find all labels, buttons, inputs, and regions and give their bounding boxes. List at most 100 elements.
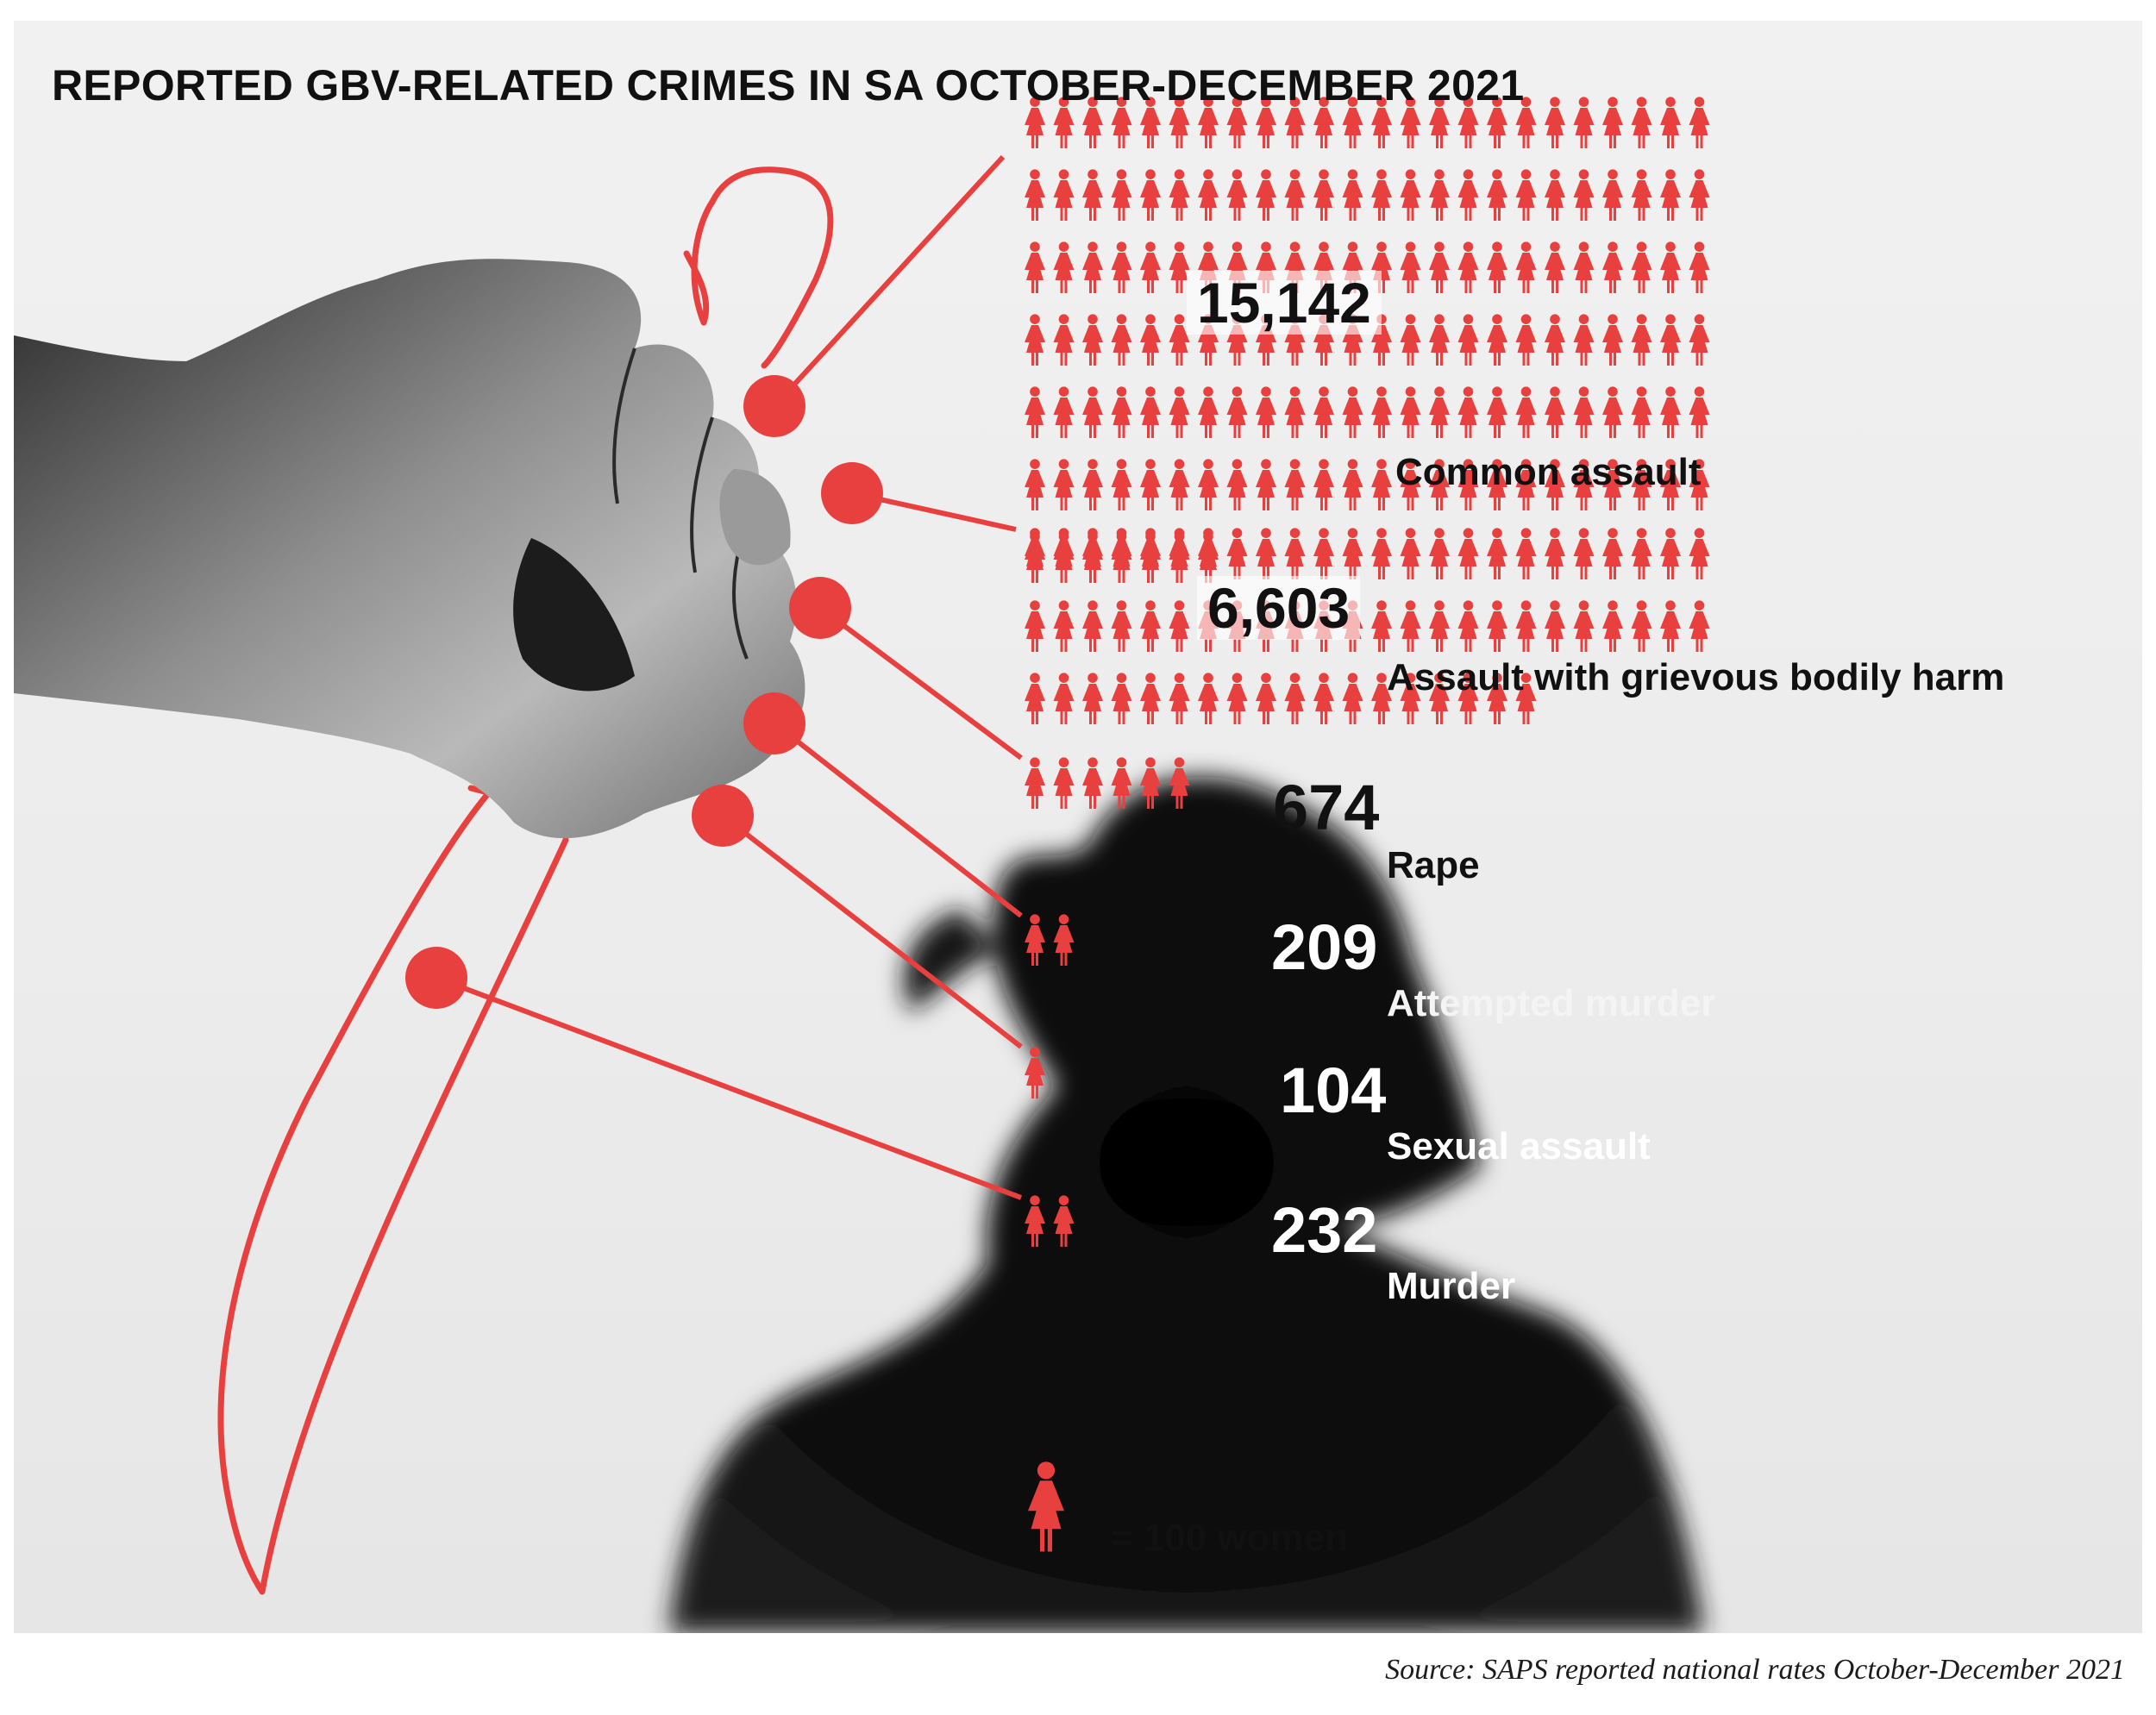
woman-icon-assault-with-grievous-bodily-harm-17 (1515, 528, 1537, 579)
woman-icon-common-assault-22 (1660, 97, 1681, 148)
woman-icon-assault-with-grievous-bodily-harm-11 (1342, 528, 1363, 579)
woman-icon-assault-with-grievous-bodily-harm-8 (1256, 528, 1276, 579)
woman-icon-common-assault-66 (1545, 241, 1565, 293)
woman-icon-common-assault-105 (1284, 386, 1306, 438)
woman-icon-common-assault-115 (1573, 386, 1595, 438)
woman-icon-assault-with-grievous-bodily-harm-46 (1660, 600, 1681, 652)
woman-icon-common-assault-43 (1573, 169, 1595, 221)
chart-title: REPORTED GBV-RELATED CRIMES IN SA OCTOBE… (52, 61, 1525, 110)
woman-icon-assault-with-grievous-bodily-harm-10 (1313, 528, 1334, 579)
woman-icon-assault-with-grievous-bodily-harm-28 (1140, 600, 1161, 652)
woman-icon-common-assault-20 (1602, 97, 1623, 148)
woman-icon-common-assault-119 (1689, 386, 1710, 438)
woman-icon-assault-with-grievous-bodily-harm-4 (1140, 528, 1161, 579)
woman-icon-common-assault-93 (1631, 314, 1652, 366)
woman-icon-common-assault-76 (1140, 314, 1161, 366)
dot-attempted-murder (743, 692, 805, 754)
woman-icon-common-assault-87 (1457, 314, 1479, 366)
woman-icon-common-assault-73 (1053, 314, 1075, 366)
woman-icon-common-assault-18 (1545, 97, 1565, 148)
woman-icon-common-assault-72 (1025, 314, 1045, 366)
woman-icon-common-assault-86 (1429, 314, 1450, 366)
legend-text: = 100 women (1111, 1517, 1349, 1559)
label-attempted-murder: Attempted murder (1387, 982, 1716, 1024)
woman-icon-common-assault-29 (1169, 169, 1190, 221)
woman-icon-assault-with-grievous-bodily-harm-25 (1053, 600, 1075, 652)
woman-icon-common-assault-101 (1169, 386, 1190, 438)
woman-icon-common-assault-65 (1515, 241, 1537, 293)
woman-icon-common-assault-125 (1169, 459, 1190, 510)
woman-icon-common-assault-52 (1140, 241, 1161, 293)
woman-icon-common-assault-89 (1515, 314, 1537, 366)
woman-icon-assault-with-grievous-bodily-harm-38 (1429, 600, 1450, 652)
woman-icon-assault-with-grievous-bodily-harm-57 (1284, 673, 1306, 724)
woman-icon-assault-with-grievous-bodily-harm-0 (1025, 528, 1045, 579)
label-common-assault: Common assault (1395, 451, 1702, 493)
woman-icon-common-assault-110 (1429, 386, 1450, 438)
woman-icon-common-assault-44 (1602, 169, 1623, 221)
woman-icon-assault-with-grievous-bodily-harm-52 (1140, 673, 1161, 724)
woman-icon-common-assault-112 (1487, 386, 1507, 438)
woman-icon-assault-with-grievous-bodily-harm-19 (1573, 528, 1595, 579)
woman-icon-rape-0 (1025, 757, 1045, 809)
woman-icon-common-assault-107 (1342, 386, 1363, 438)
value-attempted-murder: 209 (1271, 911, 1378, 983)
woman-icon-common-assault-63 (1457, 241, 1479, 293)
woman-icon-common-assault-95 (1689, 314, 1710, 366)
woman-icon-common-assault-92 (1602, 314, 1623, 366)
woman-icon-common-assault-19 (1573, 97, 1595, 148)
woman-icon-assault-with-grievous-bodily-harm-29 (1169, 600, 1190, 652)
woman-icon-common-assault-100 (1140, 386, 1161, 438)
woman-icon-common-assault-74 (1082, 314, 1103, 366)
woman-icon-common-assault-49 (1053, 241, 1075, 293)
woman-icon-common-assault-130 (1313, 459, 1334, 510)
value-grievous-bodily-harm: 6,603 (1197, 576, 1361, 640)
woman-icon-common-assault-91 (1573, 314, 1595, 366)
dot-murder (405, 947, 467, 1009)
woman-icon-common-assault-96 (1025, 386, 1045, 438)
woman-icon-common-assault-128 (1256, 459, 1276, 510)
woman-icon-common-assault-114 (1545, 386, 1565, 438)
woman-icon-assault-with-grievous-bodily-harm-22 (1660, 528, 1681, 579)
woman-icon-common-assault-48 (1025, 241, 1045, 293)
woman-icon-assault-with-grievous-bodily-harm-47 (1689, 600, 1710, 652)
woman-icon-common-assault-26 (1082, 169, 1103, 221)
woman-icon-common-assault-62 (1429, 241, 1450, 293)
woman-icon-common-assault-47 (1689, 169, 1710, 221)
woman-icon-common-assault-116 (1602, 386, 1623, 438)
woman-icon-common-assault-39 (1457, 169, 1479, 221)
label-sexual-assault: Sexual assault (1387, 1125, 1651, 1167)
woman-icon-common-assault-33 (1284, 169, 1306, 221)
label-grievous-bodily-harm: Assault with grievous bodily harm (1387, 656, 2005, 698)
woman-icon-common-assault-98 (1082, 386, 1103, 438)
woman-icon-common-assault-23 (1689, 97, 1710, 148)
woman-icon-assault-with-grievous-bodily-harm-55 (1226, 673, 1248, 724)
woman-icon-common-assault-31 (1226, 169, 1248, 221)
woman-icon-assault-with-grievous-bodily-harm-51 (1111, 673, 1132, 724)
woman-icon-common-assault-99 (1111, 386, 1132, 438)
woman-icon-common-assault-97 (1053, 386, 1075, 438)
woman-icon-common-assault-103 (1226, 386, 1248, 438)
woman-icon-assault-with-grievous-bodily-harm-39 (1457, 600, 1479, 652)
woman-icon-common-assault-67 (1573, 241, 1595, 293)
woman-icon-assault-with-grievous-bodily-harm-9 (1284, 528, 1306, 579)
label-murder: Murder (1387, 1265, 1516, 1307)
woman-icon-common-assault-124 (1140, 459, 1161, 510)
woman-icon-assault-with-grievous-bodily-harm-43 (1573, 600, 1595, 652)
woman-icon-common-assault-45 (1631, 169, 1652, 221)
woman-icon-assault-with-grievous-bodily-harm-26 (1082, 600, 1103, 652)
woman-icon-common-assault-46 (1660, 169, 1681, 221)
woman-icon-assault-with-grievous-bodily-harm-21 (1631, 528, 1652, 579)
connectors (405, 154, 1023, 1200)
woman-icon-assault-with-grievous-bodily-harm-56 (1256, 673, 1276, 724)
woman-icon-common-assault-131 (1342, 459, 1363, 510)
woman-icon-assault-with-grievous-bodily-harm-6 (1198, 528, 1219, 579)
woman-icon-common-assault-108 (1371, 386, 1392, 438)
woman-icon-assault-with-grievous-bodily-harm-18 (1545, 528, 1565, 579)
woman-icon-assault-with-grievous-bodily-harm-14 (1429, 528, 1450, 579)
woman-icon-common-assault-106 (1313, 386, 1334, 438)
woman-icon-common-assault-36 (1371, 169, 1392, 221)
woman-icon-common-assault-126 (1198, 459, 1219, 510)
woman-icon-assault-with-grievous-bodily-harm-13 (1400, 528, 1421, 579)
woman-icon-assault-with-grievous-bodily-harm-2 (1082, 528, 1103, 579)
